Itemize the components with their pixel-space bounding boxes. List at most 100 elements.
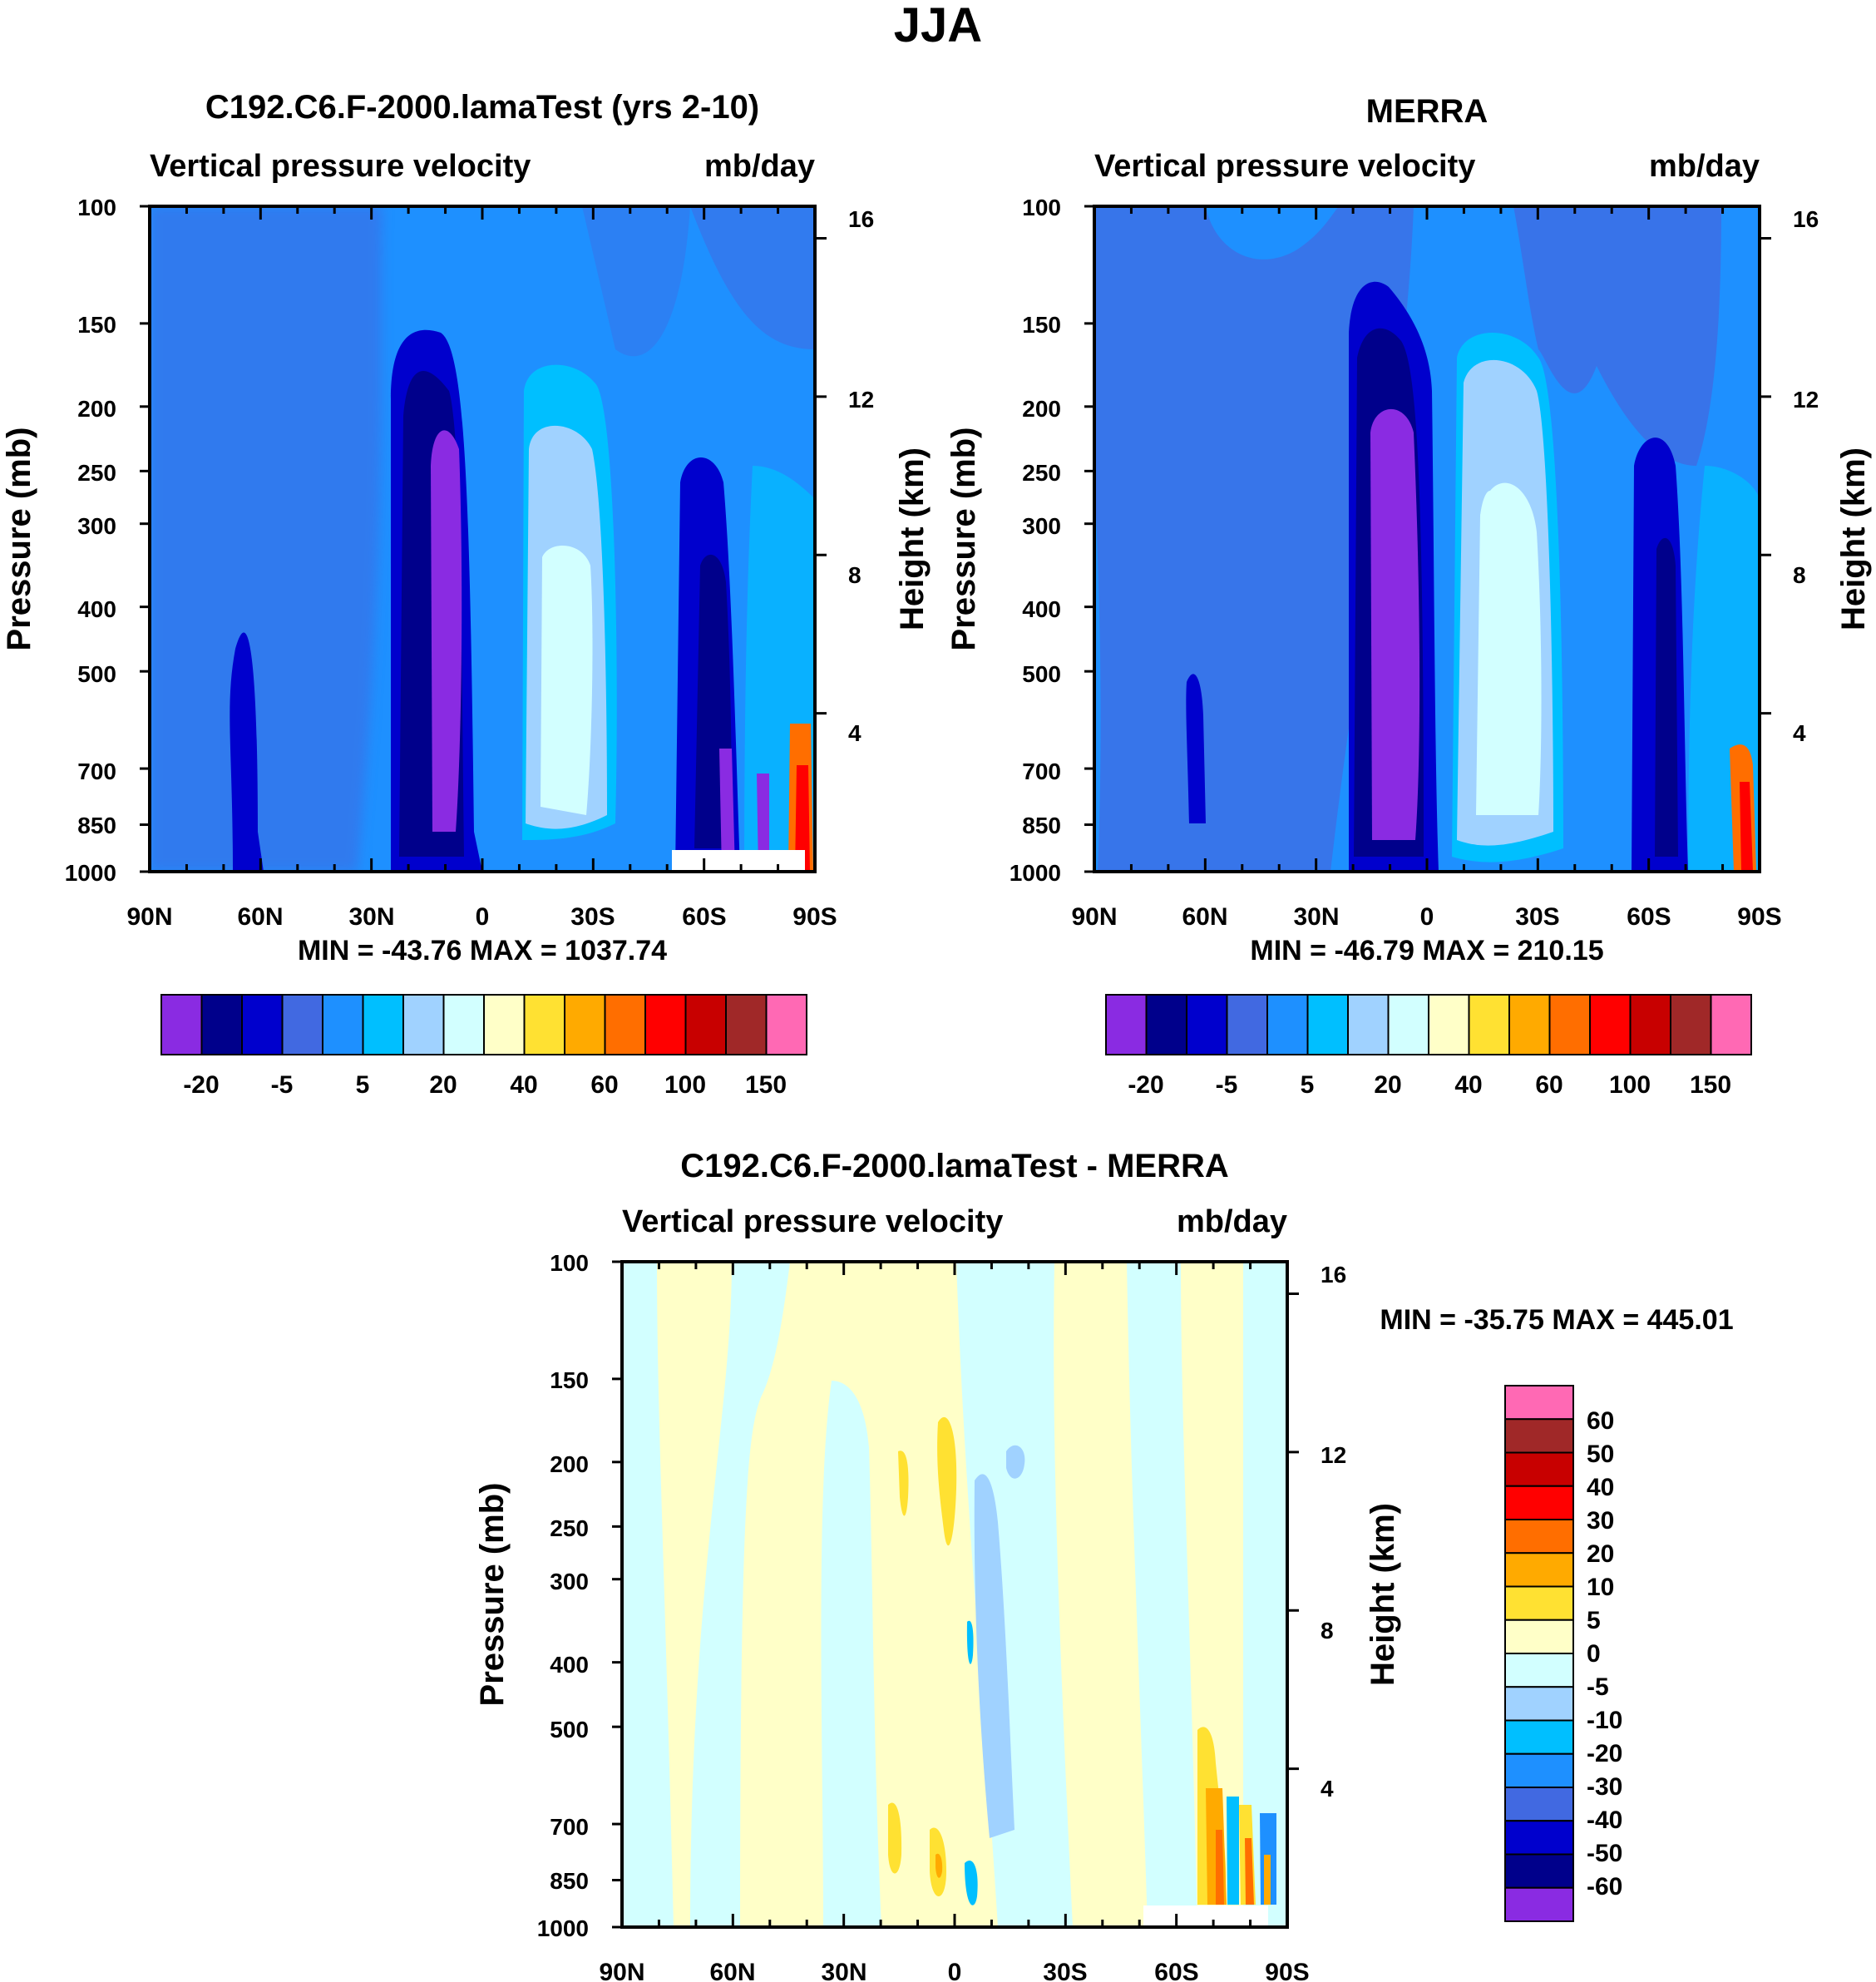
- colorbar-swatch: [1504, 1853, 1574, 1889]
- x-tick-label: 60N: [709, 1959, 755, 1982]
- y2-tick-label: 16: [1321, 1262, 1346, 1288]
- y-tick-label: 500: [550, 1717, 589, 1742]
- colorbar-swatch: [725, 994, 768, 1055]
- colorbar-label: -50: [1587, 1840, 1622, 1867]
- colorbar-swatch: [241, 994, 284, 1055]
- panel-subtitle-left: Vertical pressure velocity: [622, 1204, 1003, 1239]
- colorbar-swatch: [483, 994, 526, 1055]
- colorbar-swatch: [1629, 994, 1671, 1055]
- contour-feature: [795, 765, 810, 872]
- x-tick-label: 30S: [1043, 1959, 1087, 1982]
- band-south-upper: [1513, 206, 1721, 466]
- panel-difference: C192.C6.F-2000.lamaTest - MERRA Vertical…: [474, 1148, 1734, 1982]
- x-tick-label: 60S: [1154, 1959, 1198, 1982]
- colorbar-label: 40: [510, 1071, 537, 1099]
- colorbar-swatch: [1105, 994, 1148, 1055]
- x-tick-label: 60N: [1182, 903, 1227, 931]
- colorbar-label: -10: [1587, 1707, 1622, 1734]
- colorbar-label: 20: [1374, 1071, 1401, 1099]
- band-south-mid: [582, 206, 690, 357]
- y-tick-label: 300: [550, 1569, 589, 1594]
- colorbar-swatch: [1504, 1585, 1574, 1621]
- plot-area: [150, 206, 815, 872]
- colorbar-label: -20: [1128, 1071, 1163, 1099]
- colorbar-label: 20: [429, 1071, 457, 1099]
- y-tick-label: 150: [77, 312, 116, 338]
- panel-subtitle-right: mb/day: [704, 149, 815, 184]
- panel-subtitle-left: Vertical pressure velocity: [150, 149, 531, 184]
- x-tick-label: 0: [476, 903, 490, 931]
- y-tick-label: 850: [550, 1868, 589, 1894]
- y-tick-label: 400: [77, 596, 116, 622]
- x-tick-label: 90S: [1737, 903, 1781, 931]
- y-tick-label: 700: [550, 1814, 589, 1840]
- colorbar-label: 10: [1587, 1574, 1614, 1601]
- colorbar-label: -60: [1587, 1873, 1622, 1900]
- y2-tick-label: 12: [848, 387, 874, 413]
- colorbar-label: 40: [1587, 1474, 1614, 1501]
- colorbar-label: 5: [1301, 1071, 1315, 1099]
- contour-feature: [1127, 1262, 1197, 1927]
- y-tick-label: 250: [1022, 460, 1061, 486]
- min-max-label: MIN = -35.75 MAX = 445.01: [1380, 1304, 1733, 1336]
- y2-tick-label: 4: [848, 720, 861, 746]
- colorbar-swatch: [765, 994, 807, 1055]
- x-tick-label: 30S: [570, 903, 615, 931]
- contour-feature: [1227, 1797, 1239, 1905]
- colorbar-swatch: [442, 994, 485, 1055]
- colorbar-label: -5: [1216, 1071, 1238, 1099]
- contour-feature: [821, 1381, 881, 1927]
- panel-title: C192.C6.F-2000.lamaTest - MERRA: [680, 1148, 1229, 1184]
- colorbar-swatch: [1710, 994, 1752, 1055]
- contour-feature: [541, 546, 593, 815]
- x-tick-label: 30S: [1515, 903, 1559, 931]
- colorbar-swatch: [1589, 994, 1632, 1055]
- y-ticks: [140, 205, 150, 873]
- contour-feature: [1264, 1855, 1271, 1905]
- contour-feature: [431, 430, 462, 832]
- x-tick-label: 90S: [792, 903, 837, 931]
- y-tick-label: 850: [77, 813, 116, 838]
- colorbar-label: 150: [1690, 1071, 1731, 1099]
- contour-feature: [1243, 1262, 1287, 1927]
- y-axis-label: Pressure (mb): [474, 1483, 511, 1707]
- colorbar-swatch: [1504, 1719, 1574, 1755]
- contour-feature: [1006, 1445, 1025, 1479]
- colorbar-label: -30: [1587, 1773, 1622, 1801]
- y2-tick-label: 4: [1321, 1776, 1334, 1802]
- colorbar-label: -5: [1587, 1673, 1609, 1701]
- colorbar-swatch: [1306, 994, 1349, 1055]
- min-max-label: MIN = -46.79 MAX = 210.15: [1250, 935, 1603, 966]
- y-tick-label: 500: [77, 661, 116, 687]
- colorbar-swatch: [564, 994, 606, 1055]
- y2-ticks: [815, 236, 827, 715]
- colorbar-swatch: [1347, 994, 1390, 1055]
- colorbar-label: -20: [1587, 1740, 1622, 1767]
- x-tick-label: 0: [948, 1959, 962, 1982]
- panel-subtitle-right: mb/day: [1177, 1204, 1287, 1239]
- colorbar-swatch: [1468, 994, 1510, 1055]
- y-tick-label: 100: [1022, 195, 1061, 220]
- y-tick-label: 150: [1022, 312, 1061, 338]
- colorbar-label: 0: [1587, 1640, 1601, 1668]
- x-tick-label: 30N: [1293, 903, 1339, 931]
- colorbar-label: 60: [590, 1071, 618, 1099]
- y2-axis-label: Height (km): [1835, 447, 1872, 630]
- y-tick-label: 700: [1022, 759, 1061, 784]
- y2-tick-label: 8: [1321, 1618, 1334, 1643]
- contour-feature: [690, 1262, 790, 1927]
- colorbar-label: 50: [1587, 1441, 1614, 1468]
- contour-feature: [622, 1262, 674, 1927]
- colorbar-swatch: [1428, 994, 1470, 1055]
- y-tick-label: 200: [550, 1451, 589, 1477]
- colorbar-label: -40: [1587, 1807, 1622, 1834]
- y-tick-label: 1000: [537, 1915, 589, 1941]
- y-axis-label: Pressure (mb): [945, 428, 982, 651]
- x-tick-label: 90N: [1071, 903, 1117, 931]
- x-tick-label: 60S: [1627, 903, 1671, 931]
- colorbar-swatch: [1504, 1886, 1574, 1922]
- y-tick-label: 150: [550, 1367, 589, 1393]
- colorbar-label: 5: [356, 1071, 370, 1099]
- colorbar-swatch: [1670, 994, 1712, 1055]
- contour-feature: [1186, 674, 1206, 823]
